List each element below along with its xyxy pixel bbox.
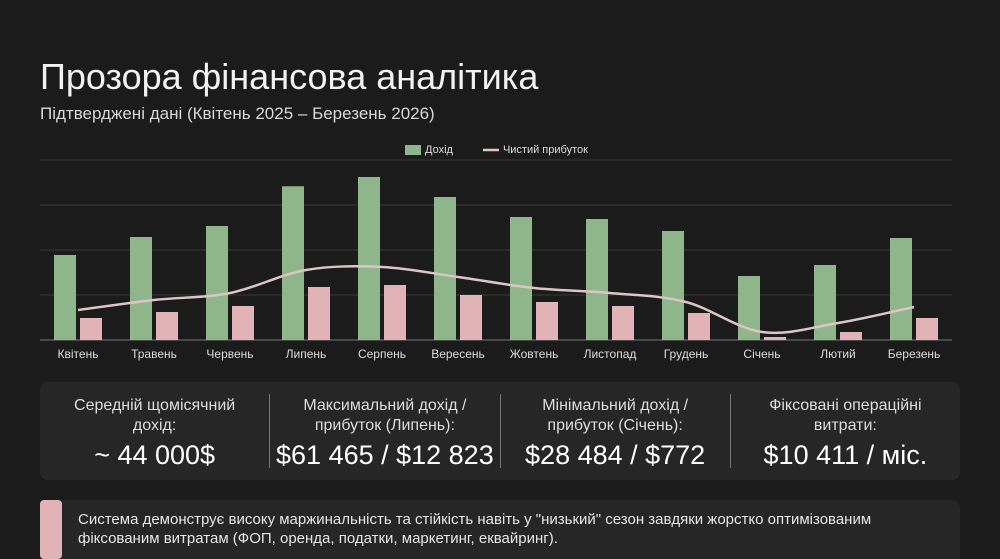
stat-label: Фіксовані операційні витрати: [769, 397, 922, 434]
stat-label: Мінімальний дохід / прибуток (Січень): [542, 397, 689, 434]
x-tick-label: Серпень [358, 347, 406, 361]
legend-swatch [405, 145, 421, 155]
legend-label: Чистий прибуток [503, 144, 588, 156]
stats-panel: Середній щомісячний дохід: ~ 44 000$ Макси… [40, 382, 960, 480]
stat-value: ~ 44 000$ [94, 440, 216, 470]
bar [54, 255, 76, 340]
bar [814, 265, 836, 340]
note-panel: Система демонструє високу маржинальність… [40, 500, 960, 559]
x-tick-label: Липень [286, 347, 327, 361]
bar [130, 237, 152, 340]
bar [840, 332, 862, 340]
stat-value: $10 411 / міс. [763, 440, 928, 470]
x-tick-label: Січень [743, 347, 780, 361]
bar [308, 287, 330, 340]
stat-card: Максимальний дохід / прибуток (Липень): $… [269, 394, 499, 470]
stat-card: Мінімальний дохід / прибуток (Січень): $2… [499, 394, 730, 470]
bar [384, 285, 406, 340]
x-tick-label: Жовтень [510, 347, 559, 361]
note-text: Система демонструє високу маржинальність… [78, 511, 872, 547]
chart-title: Прозора фінансова аналітика [40, 56, 539, 97]
stat-label: Середній щомісячний дохід: [74, 397, 236, 434]
bar [510, 217, 532, 340]
line-series [77, 265, 915, 335]
x-tick-label: Грудень [664, 347, 709, 361]
bar [586, 219, 608, 340]
stat-value: $28 484 / $772 [525, 440, 706, 470]
bar [460, 295, 482, 340]
bar [688, 313, 710, 340]
x-tick-label: Травень [131, 347, 177, 361]
stat-label: Максимальний дохід / прибуток (Липень): [303, 397, 467, 434]
bar [764, 337, 786, 340]
x-tick-label: Вересень [431, 347, 485, 361]
bar [358, 177, 380, 340]
bar [916, 318, 938, 340]
legend-label: Дохід [425, 144, 454, 156]
chart-subtitle: Підтверджені дані (Квітень 2025 – Березе… [40, 104, 435, 123]
x-tick-label: Квітень [58, 347, 99, 361]
x-tick-label: Червень [206, 347, 253, 361]
bar [662, 231, 684, 340]
bar [232, 306, 254, 340]
bar [738, 276, 760, 340]
bar [890, 238, 912, 340]
note-accent [40, 500, 62, 559]
x-tick-label: Березень [888, 347, 941, 361]
bar [206, 226, 228, 340]
stat-card: Фіксовані операційні витрати: $10 411 / м… [729, 394, 960, 470]
bar [282, 186, 304, 340]
chart: Дохід Чистий прибуток Квітень Травень Червен… [40, 144, 952, 361]
bar [536, 302, 558, 340]
bar [612, 306, 634, 340]
bar [80, 318, 102, 340]
stat-value: $61 465 / $12 823 [276, 440, 494, 470]
stat-card: Середній щомісячний дохід: ~ 44 000$ [40, 394, 269, 470]
x-tick-label: Лютий [820, 347, 856, 361]
x-tick-label: Листопад [584, 347, 637, 361]
bar [434, 197, 456, 340]
bar [156, 312, 178, 340]
